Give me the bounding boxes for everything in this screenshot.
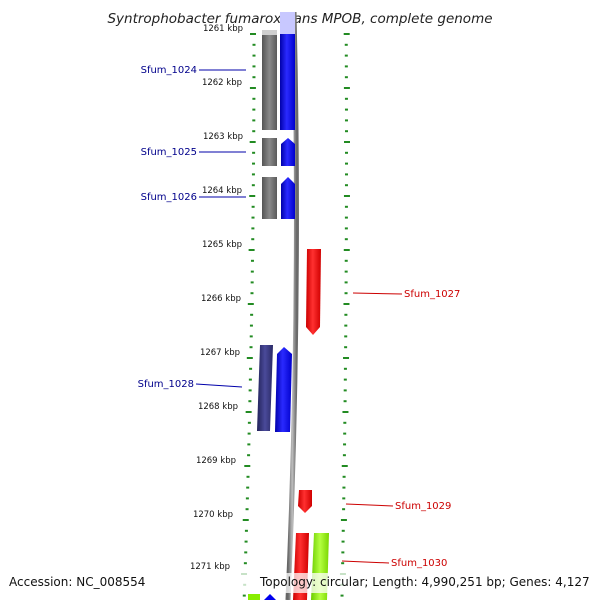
tick-label: 1262 kbp (202, 78, 242, 88)
gene-label-sfum-1028[interactable]: Sfum_1028 (138, 379, 194, 390)
tick-label: 1271 kbp (190, 562, 230, 572)
tick-labels: 1261 kbp 1262 kbp 1263 kbp 1264 kbp 1265… (190, 24, 243, 572)
gene-label-sfum-1024[interactable]: Sfum_1024 (141, 65, 197, 76)
cds-top-fade (280, 12, 295, 34)
tick-label: 1265 kbp (202, 240, 242, 250)
tick-label: 1263 kbp (203, 132, 243, 142)
gene-label-sfum-1029[interactable]: Sfum_1029 (395, 501, 451, 512)
topology-text: Topology: circular; Length: 4,990,251 bp… (259, 575, 590, 589)
genome-backbone (285, 11, 299, 600)
gene-label-group: Sfum_1024 Sfum_1025 Sfum_1026 Sfum_1027 … (138, 65, 461, 569)
accession-text: Accession: NC_008554 (9, 575, 145, 589)
cds-arrow-sfum-1027[interactable] (306, 249, 321, 335)
footer-background (0, 573, 600, 593)
leader-line (345, 503, 394, 507)
tick-label: 1264 kbp (202, 186, 242, 196)
map-title: Syntrophobacter fumaroxidans MPOB, compl… (107, 11, 492, 27)
tick-label: 1261 kbp (203, 24, 243, 34)
gene-label-sfum-1030[interactable]: Sfum_1030 (391, 558, 447, 569)
gene-label-sfum-1026[interactable]: Sfum_1026 (141, 192, 197, 203)
cds-arrow-bottom (264, 594, 276, 600)
leader-line (195, 383, 243, 388)
tick-label: 1270 kbp (193, 510, 233, 520)
leader-line (352, 292, 403, 295)
leader-line (341, 560, 390, 564)
cds-arrow-sfum-1024[interactable] (280, 33, 295, 130)
cds-arrow-sfum-1026[interactable] (281, 177, 295, 219)
tick-label: 1267 kbp (200, 348, 240, 358)
gene-label-sfum-1027[interactable]: Sfum_1027 (404, 289, 460, 300)
gene-block-sfum-1028 (257, 345, 273, 431)
rna-feature-block (248, 594, 260, 600)
cds-arrow-sfum-1025[interactable] (281, 138, 295, 166)
tick-label: 1269 kbp (196, 456, 236, 466)
tick-label: 1266 kbp (201, 294, 241, 304)
gene-track-block (262, 33, 277, 130)
gene-track-block (262, 177, 277, 219)
tick-label: 1268 kbp (198, 402, 238, 412)
cds-arrow-sfum-1028[interactable] (275, 347, 292, 432)
gene-track-block (262, 138, 277, 166)
cds-arrow-sfum-1029[interactable] (298, 490, 312, 513)
gene-label-sfum-1025[interactable]: Sfum_1025 (141, 147, 197, 158)
gene-track-top (262, 30, 277, 35)
